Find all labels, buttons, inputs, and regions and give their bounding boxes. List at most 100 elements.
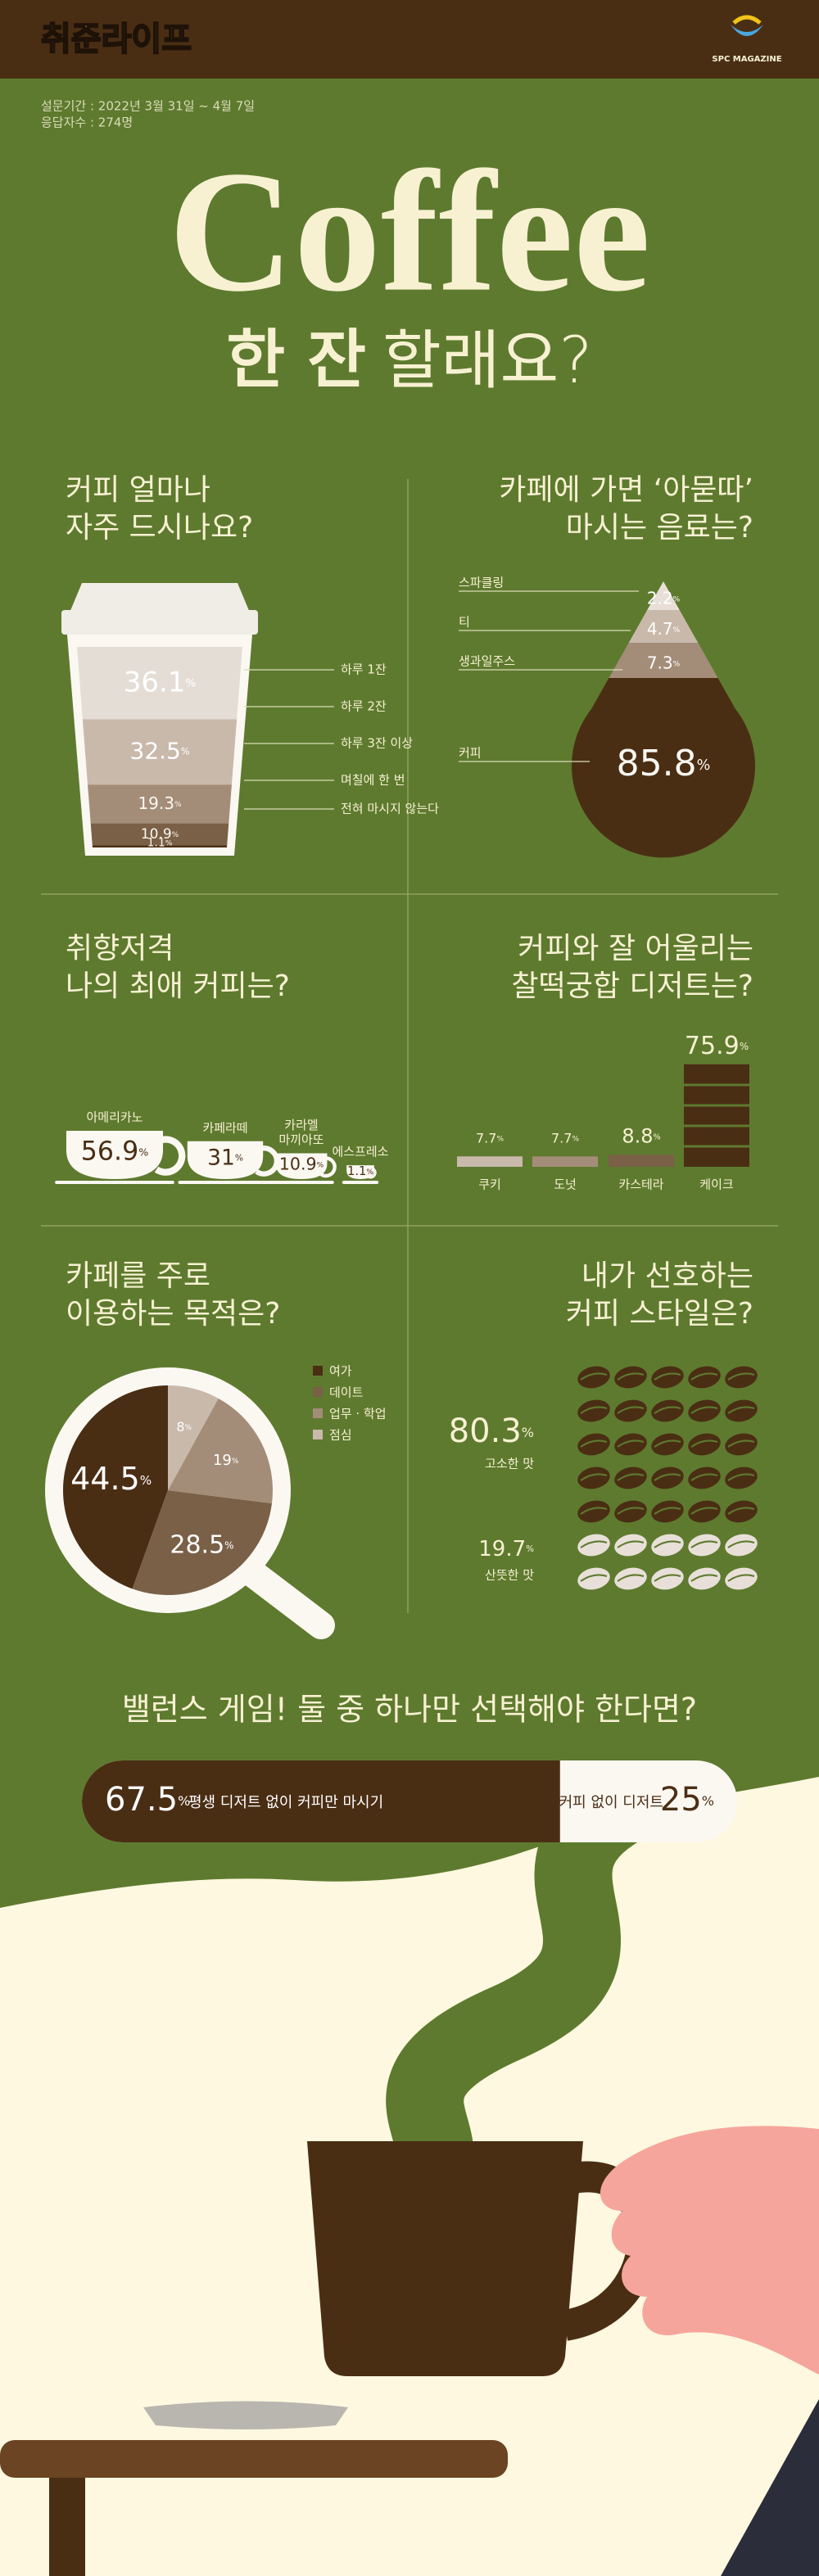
item-label: 에스프레소 <box>332 1145 388 1159</box>
item-label: 커피 <box>459 746 482 761</box>
question: 마시는 음료는? <box>566 511 753 545</box>
bean <box>614 1433 647 1456</box>
value-unit: % <box>522 1425 534 1440</box>
bean <box>614 1534 647 1557</box>
bean <box>577 1500 610 1523</box>
value-number: 67.5 <box>105 1781 178 1819</box>
bean-line <box>617 1406 645 1414</box>
value-label: 7.7% <box>476 1130 504 1146</box>
cup-segment <box>77 647 242 720</box>
balance-title: 밸런스 게임! 둘 중 하나만 선택해야 한다면? <box>122 1692 697 1728</box>
cup-segment <box>77 823 242 846</box>
bean-line <box>690 1540 718 1548</box>
value-number: 7.7 <box>476 1130 496 1146</box>
bean <box>577 1399 610 1422</box>
value-unit: % <box>702 1793 714 1809</box>
bean <box>688 1366 721 1389</box>
value-label: 31% <box>207 1145 243 1170</box>
value-label: 19.7% <box>478 1537 534 1561</box>
bean <box>577 1366 610 1389</box>
bean-line <box>727 1372 755 1381</box>
value-label: 4.7% <box>647 619 681 639</box>
bean <box>651 1567 684 1590</box>
value-label: 44.5% <box>70 1460 152 1496</box>
bean-line <box>654 1574 681 1582</box>
item-label: 쿠키 <box>478 1177 501 1192</box>
question: 내가 선호하는 <box>581 1259 753 1293</box>
bean <box>725 1366 758 1389</box>
question: 자주 드시나요? <box>66 511 253 545</box>
bean-line <box>727 1439 755 1448</box>
value-unit: % <box>232 1457 239 1465</box>
value-label: 67.5% <box>105 1781 190 1819</box>
value-label: 7.7% <box>551 1130 579 1146</box>
bean <box>577 1534 610 1557</box>
item-label: 하루 1잔 <box>341 662 387 677</box>
cup-segment <box>77 845 242 847</box>
dessert-bar <box>609 1155 674 1167</box>
question: 나의 최애 커피는? <box>66 969 290 1003</box>
value-label: 1.1% <box>147 837 173 850</box>
item-label: 카스테라 <box>618 1177 663 1192</box>
bean-line <box>580 1439 608 1448</box>
item-label: 하루 3잔 이상 <box>341 736 413 751</box>
value-label: 25% <box>660 1781 714 1819</box>
question: 취향저격 <box>66 932 174 965</box>
cup-handle <box>154 1136 186 1176</box>
legend-swatch <box>313 1366 323 1376</box>
value-number: 7.3 <box>647 653 673 672</box>
bean-line <box>580 1473 608 1481</box>
pie-slice <box>62 1385 168 1589</box>
value-unit: % <box>673 626 681 635</box>
pie-slice <box>168 1398 273 1504</box>
value-unit: % <box>526 1544 534 1554</box>
steam <box>386 1762 670 2201</box>
question: 이용하는 목적은? <box>66 1297 280 1331</box>
survey-respondents: 응답자수 : 274명 <box>41 115 133 130</box>
legend-swatch <box>313 1408 323 1418</box>
pie-slice <box>168 1385 219 1490</box>
mug <box>307 2141 583 2376</box>
bean-line <box>654 1406 681 1414</box>
value-number: 4.7 <box>647 619 673 639</box>
value-number: 80.3 <box>449 1412 522 1450</box>
logo-mark <box>731 25 763 36</box>
sleeve <box>721 2399 819 2576</box>
question: 찰떡궁합 디저트는? <box>511 969 753 1003</box>
cup-lid <box>70 583 250 612</box>
value-label: 32.5% <box>130 737 190 764</box>
cup-segment <box>77 719 242 785</box>
bean-line <box>617 1574 645 1582</box>
bean <box>688 1467 721 1489</box>
survey-period: 설문기간 : 2022년 3월 31일 ~ 4월 7일 <box>41 99 255 114</box>
dessert-bar <box>684 1064 749 1167</box>
bean-line <box>617 1372 645 1381</box>
value-number: 75.9 <box>685 1031 740 1060</box>
bean <box>577 1433 610 1456</box>
legend-label: 데이트 <box>329 1385 364 1400</box>
value-unit: % <box>140 1472 152 1487</box>
bean-line <box>617 1473 645 1481</box>
bean <box>577 1467 610 1489</box>
value-number: 2.2 <box>647 588 673 608</box>
bean-line <box>654 1473 681 1481</box>
value-label: 56.9% <box>81 1137 148 1167</box>
legend-label: 여가 <box>329 1364 352 1379</box>
item-label: 아메리카노 <box>86 1109 143 1124</box>
value-label: 7.3% <box>647 653 681 672</box>
value-number: 32.5 <box>130 737 181 764</box>
bean <box>614 1467 647 1489</box>
coffee-cup <box>187 1141 264 1179</box>
main-title: Coffee <box>169 135 651 328</box>
bean <box>688 1500 721 1523</box>
value-unit: % <box>172 830 179 838</box>
bean <box>614 1399 647 1422</box>
item-label: 티 <box>459 615 470 630</box>
value-number: 7.7 <box>551 1130 572 1146</box>
bean <box>651 1433 684 1456</box>
bean-line <box>690 1574 718 1582</box>
coffee-cup <box>66 1130 164 1179</box>
drop-layer <box>572 678 756 858</box>
bean <box>651 1467 684 1489</box>
